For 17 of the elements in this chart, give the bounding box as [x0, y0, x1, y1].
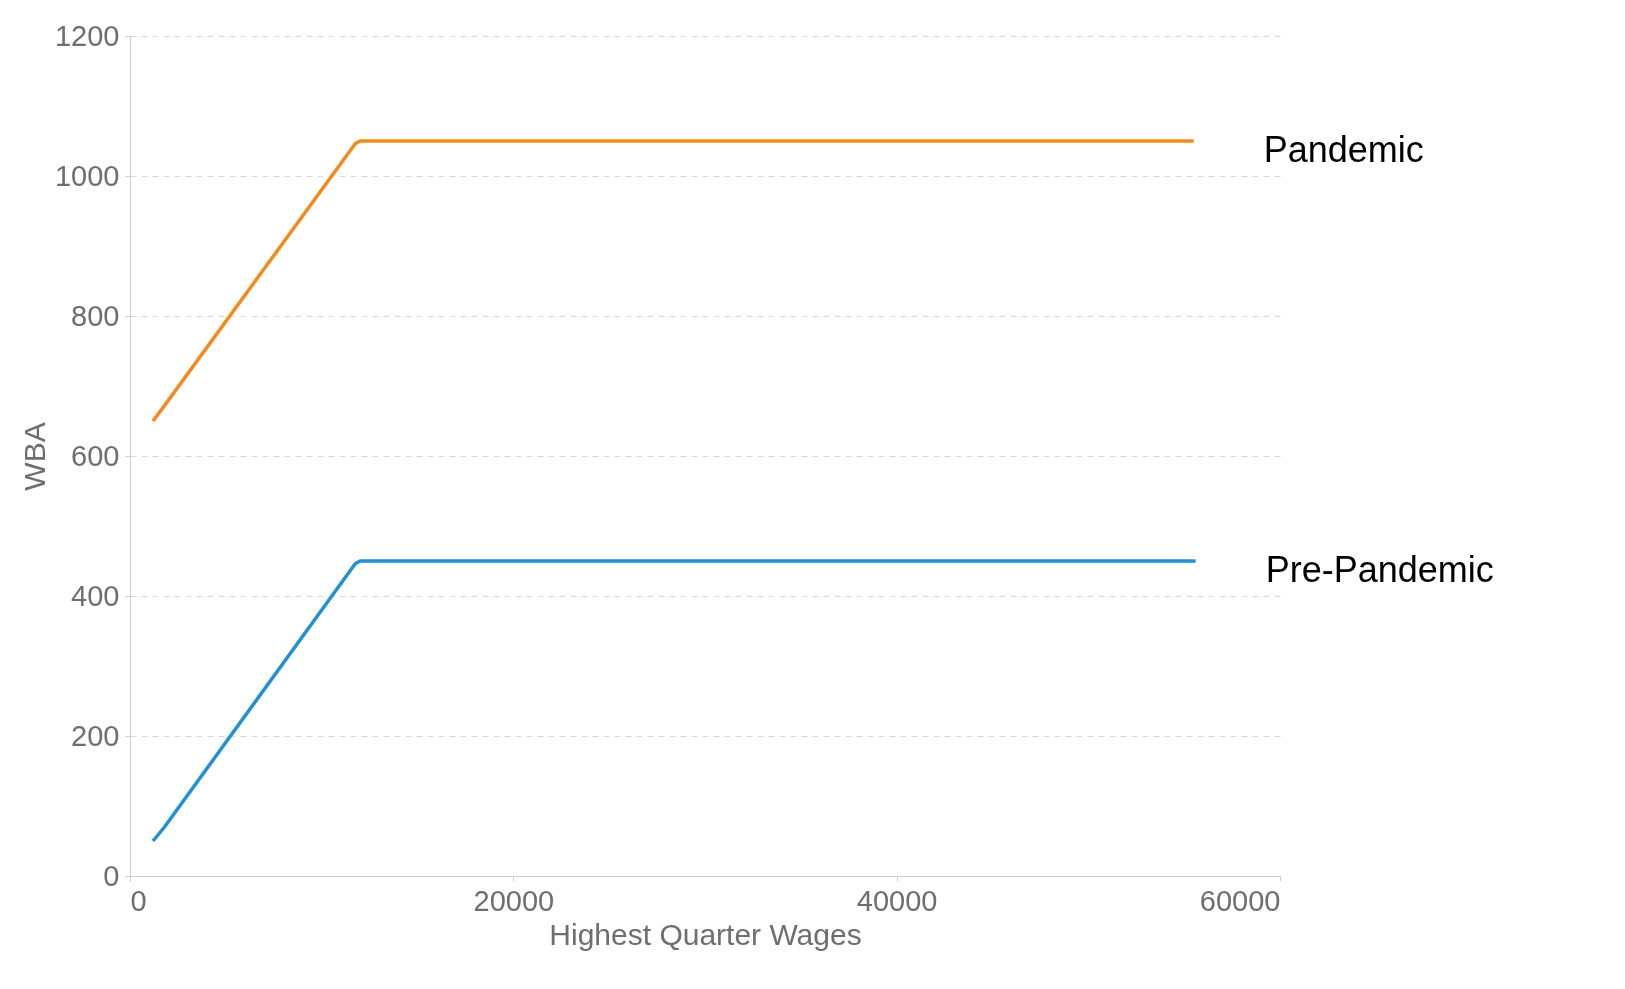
y-tick-label: 600 [71, 439, 120, 472]
y-tick-label: 200 [71, 719, 120, 752]
series-label: Pandemic [1263, 129, 1424, 170]
x-axis-title: Highest Quarter Wages [549, 917, 862, 951]
x-tick-label: 0 [130, 884, 147, 917]
x-tick-label: 60000 [1199, 884, 1281, 917]
y-tick-label: 400 [71, 579, 120, 612]
x-tick-label: 20000 [473, 884, 555, 917]
y-axis-title: WBA [17, 422, 51, 491]
line-series [151, 559, 1198, 843]
y-tick-label: 1200 [54, 19, 120, 52]
y-tick-label: 800 [71, 299, 120, 332]
line-series [151, 139, 1196, 423]
series-label: Pre-Pandemic [1265, 549, 1494, 590]
y-tick-label: 1000 [54, 159, 120, 192]
x-tick-label: 40000 [856, 884, 938, 917]
y-tick-label: 0 [103, 859, 120, 892]
